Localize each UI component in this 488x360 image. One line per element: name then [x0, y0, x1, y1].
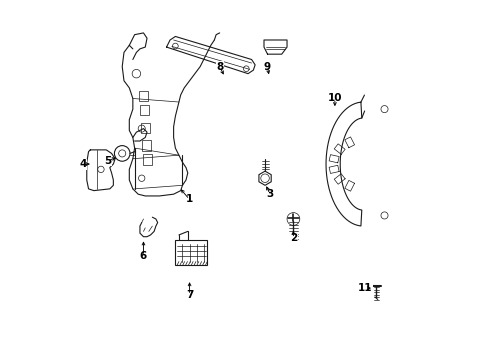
- Text: 3: 3: [266, 189, 273, 199]
- Text: 4: 4: [80, 159, 87, 169]
- Text: 9: 9: [264, 62, 270, 72]
- Text: 7: 7: [185, 290, 193, 300]
- Text: 11: 11: [357, 283, 371, 293]
- Text: 1: 1: [185, 194, 193, 204]
- Text: 2: 2: [289, 234, 296, 243]
- Text: 6: 6: [140, 251, 147, 261]
- Text: 10: 10: [327, 94, 342, 103]
- Text: 5: 5: [104, 156, 111, 166]
- Text: 8: 8: [216, 62, 223, 72]
